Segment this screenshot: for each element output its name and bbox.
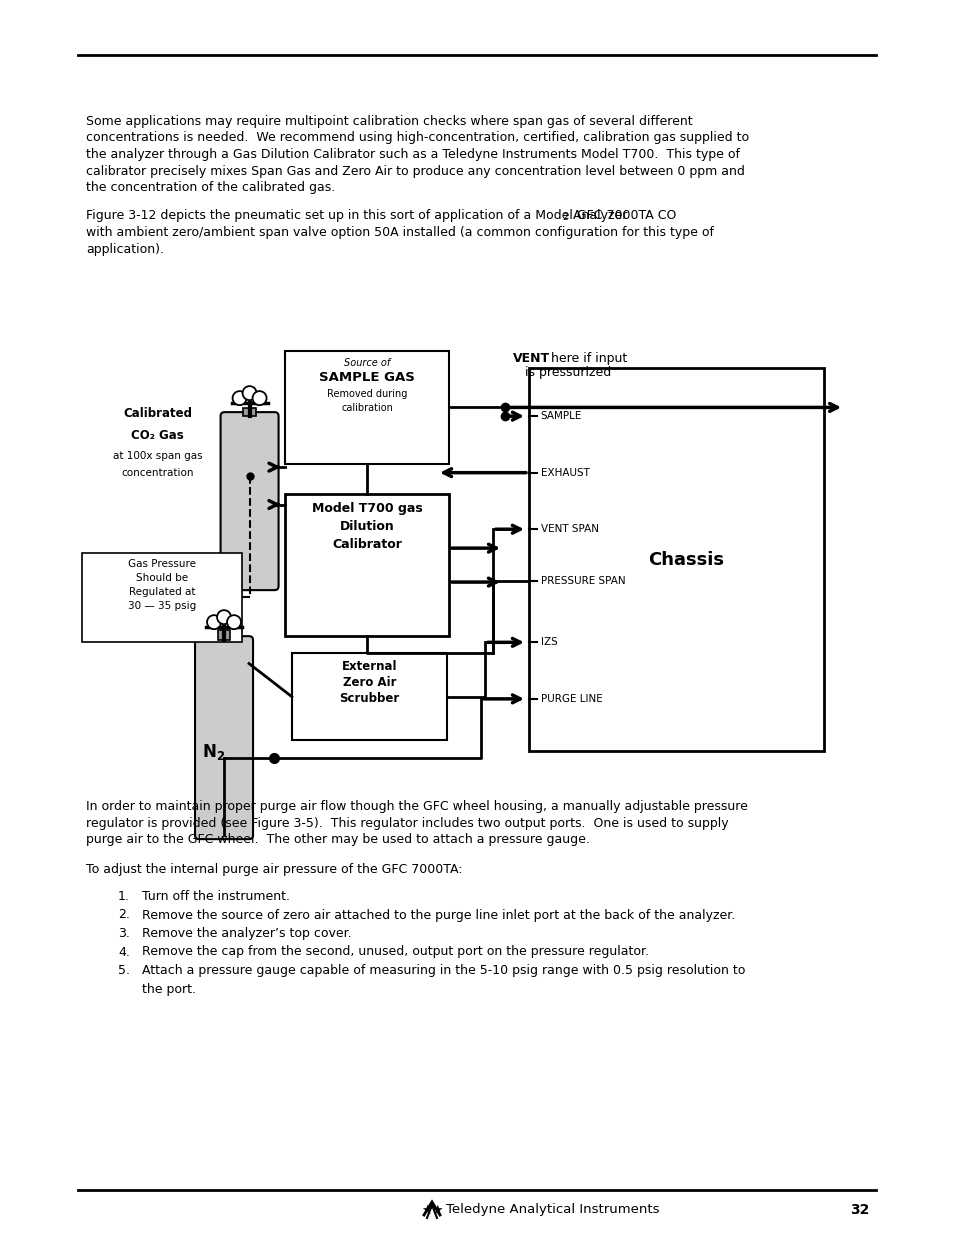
Text: Dilution: Dilution xyxy=(339,520,395,534)
Text: Attach a pressure gauge capable of measuring in the 5-10 psig range with 0.5 psi: Attach a pressure gauge capable of measu… xyxy=(142,965,744,977)
Text: Remove the source of zero air attached to the purge line inlet port at the back : Remove the source of zero air attached t… xyxy=(142,909,735,921)
Text: Remove the cap from the second, unused, output port on the pressure regulator.: Remove the cap from the second, unused, … xyxy=(142,946,648,958)
Text: Remove the analyzer’s top cover.: Remove the analyzer’s top cover. xyxy=(142,927,352,940)
Text: Removed during: Removed during xyxy=(327,389,407,399)
Text: PRESSURE SPAN: PRESSURE SPAN xyxy=(540,577,625,587)
Text: is pressurized: is pressurized xyxy=(524,367,611,379)
Text: Model T700 gas: Model T700 gas xyxy=(312,503,422,515)
Text: 3.: 3. xyxy=(118,927,130,940)
Text: application).: application). xyxy=(86,242,164,256)
Text: External: External xyxy=(341,661,396,673)
Circle shape xyxy=(242,387,256,400)
Circle shape xyxy=(233,391,246,405)
Text: IZS: IZS xyxy=(540,637,558,647)
Text: Chassis: Chassis xyxy=(648,551,723,568)
Text: calibration: calibration xyxy=(341,403,393,412)
Text: Calibrator: Calibrator xyxy=(332,538,402,551)
Bar xyxy=(243,408,255,416)
Text: VENT: VENT xyxy=(513,352,550,366)
Text: $\mathbf{N_2}$: $\mathbf{N_2}$ xyxy=(202,742,225,762)
Text: Some applications may require multipoint calibration checks where span gas of se: Some applications may require multipoint… xyxy=(86,115,692,128)
Text: In order to maintain proper purge air flow though the GFC wheel housing, a manua: In order to maintain proper purge air fl… xyxy=(86,800,747,813)
Text: Analyzer: Analyzer xyxy=(569,210,627,222)
FancyBboxPatch shape xyxy=(220,412,278,590)
Text: 4.: 4. xyxy=(118,946,130,958)
Text: here if input: here if input xyxy=(546,352,626,366)
Text: at 100x span gas: at 100x span gas xyxy=(112,451,202,461)
Bar xyxy=(285,351,449,464)
Text: EXHAUST: EXHAUST xyxy=(540,468,589,478)
Text: Gas Pressure: Gas Pressure xyxy=(128,559,195,569)
Text: 32: 32 xyxy=(850,1203,869,1216)
Text: 30 — 35 psig: 30 — 35 psig xyxy=(128,601,195,611)
Circle shape xyxy=(216,610,231,624)
FancyBboxPatch shape xyxy=(194,636,253,839)
Text: the analyzer through a Gas Dilution Calibrator such as a Teledyne Instruments Mo: the analyzer through a Gas Dilution Cali… xyxy=(86,148,740,161)
Text: VENT SPAN: VENT SPAN xyxy=(540,524,598,535)
Text: 5.: 5. xyxy=(118,965,130,977)
Text: Figure 3-12 depicts the pneumatic set up in this sort of application of a Model : Figure 3-12 depicts the pneumatic set up… xyxy=(86,210,676,222)
Text: Turn off the instrument.: Turn off the instrument. xyxy=(142,890,290,903)
Text: regulator is provided (see Figure 3-5).  This regulator includes two output port: regulator is provided (see Figure 3-5). … xyxy=(86,816,728,830)
Bar xyxy=(292,653,446,740)
Bar xyxy=(528,368,823,751)
Text: Calibrated: Calibrated xyxy=(123,408,193,420)
Text: Teledyne Analytical Instruments: Teledyne Analytical Instruments xyxy=(446,1203,659,1216)
Text: the port.: the port. xyxy=(142,983,195,995)
Text: 2: 2 xyxy=(561,214,567,222)
Text: CO₂ Gas: CO₂ Gas xyxy=(132,430,184,442)
Text: Scrubber: Scrubber xyxy=(338,692,399,705)
Text: purge air to the GFC wheel.  The other may be used to attach a pressure gauge.: purge air to the GFC wheel. The other ma… xyxy=(86,832,589,846)
Text: To adjust the internal purge air pressure of the GFC 7000TA:: To adjust the internal purge air pressur… xyxy=(86,863,462,877)
Circle shape xyxy=(207,615,221,629)
Text: PURGE LINE: PURGE LINE xyxy=(540,694,602,704)
Circle shape xyxy=(227,615,241,629)
Text: Regulated at: Regulated at xyxy=(129,587,194,598)
Text: SAMPLE GAS: SAMPLE GAS xyxy=(319,370,415,384)
Text: concentration: concentration xyxy=(121,468,193,478)
Text: ★★: ★★ xyxy=(420,1203,443,1216)
Bar xyxy=(285,494,449,636)
Text: Source of: Source of xyxy=(344,358,390,368)
Text: the concentration of the calibrated gas.: the concentration of the calibrated gas. xyxy=(86,182,335,194)
Text: Should be: Should be xyxy=(135,573,188,583)
Text: with ambient zero/ambient span valve option 50A installed (a common configuratio: with ambient zero/ambient span valve opt… xyxy=(86,226,713,240)
Bar xyxy=(82,553,241,642)
Text: SAMPLE: SAMPLE xyxy=(540,411,581,421)
Text: 2.: 2. xyxy=(118,909,130,921)
Text: 1.: 1. xyxy=(118,890,130,903)
Text: Zero Air: Zero Air xyxy=(342,677,395,689)
Bar xyxy=(217,630,230,640)
Circle shape xyxy=(253,391,266,405)
Text: calibrator precisely mixes Span Gas and Zero Air to produce any concentration le: calibrator precisely mixes Span Gas and … xyxy=(86,164,744,178)
Text: concentrations is needed.  We recommend using high-concentration, certified, cal: concentrations is needed. We recommend u… xyxy=(86,131,748,144)
